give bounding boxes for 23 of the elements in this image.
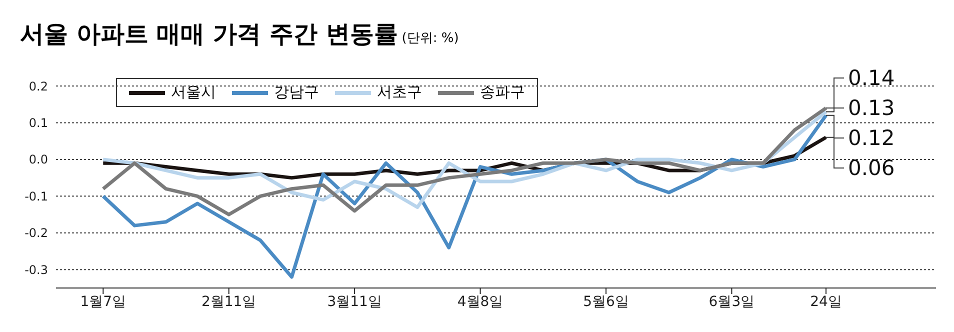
x-tick-label: 3월11일 — [327, 294, 382, 310]
legend-label: 송파구 — [480, 83, 525, 102]
chart-subtitle: (단위: %) — [402, 30, 459, 47]
annotation: 0.14 — [848, 66, 895, 90]
y-tick-label: 0.0 — [28, 152, 48, 167]
y-tick-label: -0.1 — [24, 189, 48, 204]
x-tick-label: 4월8일 — [457, 294, 504, 310]
x-tick-label: 2월11일 — [201, 294, 256, 310]
annotation: 0.13 — [848, 96, 895, 120]
x-tick-label: 6월3일 — [708, 294, 755, 310]
x-tick-label: 24일 — [810, 294, 842, 310]
chart-title: 서울 아파트 매매 가격 주간 변동률 — [20, 19, 398, 50]
legend-label: 서울시 — [171, 83, 216, 102]
annotation: 0.12 — [848, 126, 895, 150]
x-tick-label: 1월7일 — [80, 294, 126, 310]
annotation: 0.06 — [848, 156, 895, 180]
y-tick-label: -0.3 — [24, 262, 48, 277]
y-tick-label: -0.2 — [24, 226, 48, 240]
x-tick-label: 5월6일 — [583, 294, 629, 310]
legend-label: 강남구 — [274, 83, 319, 102]
y-tick-label: 0.1 — [28, 116, 48, 130]
y-tick-label: 0.2 — [28, 79, 48, 94]
legend-label: 서초구 — [377, 83, 422, 102]
